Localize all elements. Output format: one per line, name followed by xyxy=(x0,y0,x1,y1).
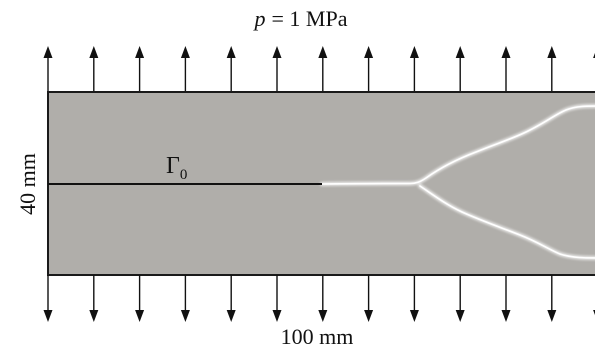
crack-label-symbol: Γ xyxy=(166,153,180,179)
bottom-load-arrow xyxy=(89,275,99,322)
bottom-load-arrow xyxy=(455,275,465,322)
bottom-load-arrows xyxy=(43,275,595,322)
bottom-load-arrow xyxy=(180,275,190,322)
bottom-load-arrow xyxy=(272,275,282,322)
load-label: p = 1 MPa xyxy=(253,6,348,31)
top-load-arrow xyxy=(409,46,419,92)
top-load-arrows xyxy=(43,46,595,92)
top-load-arrow xyxy=(43,46,53,92)
top-load-arrow xyxy=(364,46,374,92)
fracture-pattern xyxy=(320,104,595,260)
crack-label-subscript: 0 xyxy=(180,167,188,183)
bottom-load-arrow xyxy=(364,275,374,322)
fracture-branch-lower xyxy=(419,185,595,259)
bottom-load-arrow xyxy=(318,275,328,322)
top-load-arrow xyxy=(501,46,511,92)
fracture-main-path xyxy=(321,105,595,185)
top-load-arrow xyxy=(180,46,190,92)
top-load-arrow xyxy=(318,46,328,92)
width-label: 100 mm xyxy=(281,324,354,349)
top-load-arrow xyxy=(226,46,236,92)
top-load-arrow xyxy=(272,46,282,92)
bottom-load-arrow xyxy=(547,275,557,322)
bottom-load-arrow xyxy=(501,275,511,322)
top-load-arrow xyxy=(547,46,557,92)
bottom-load-arrow xyxy=(409,275,419,322)
top-load-arrow xyxy=(455,46,465,92)
top-load-arrow xyxy=(135,46,145,92)
crack-label: Γ0 xyxy=(166,153,187,183)
load-value: = 1 MPa xyxy=(272,6,348,31)
bottom-load-arrow xyxy=(226,275,236,322)
bottom-load-arrow xyxy=(135,275,145,322)
load-symbol: p xyxy=(253,6,266,31)
top-load-arrow xyxy=(89,46,99,92)
bottom-load-arrow xyxy=(43,275,53,322)
height-label: 40 mm xyxy=(15,153,40,215)
